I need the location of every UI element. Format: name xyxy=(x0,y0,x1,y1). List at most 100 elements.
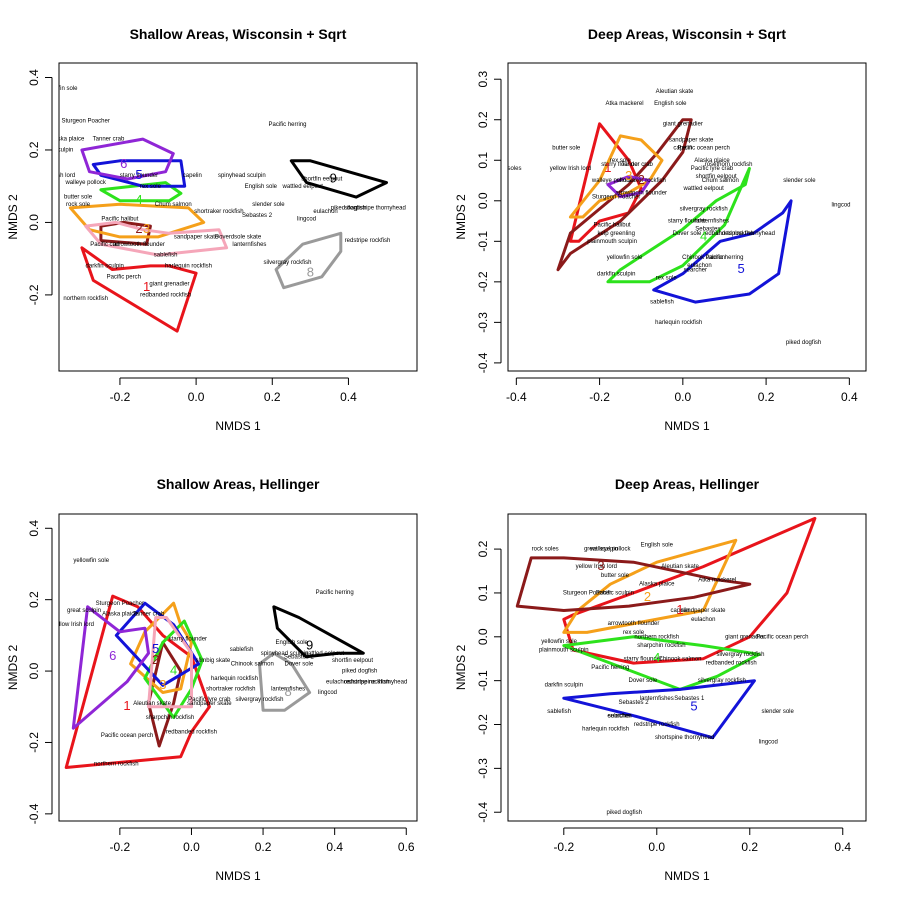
species-label: shortraker rockfish xyxy=(617,178,666,184)
species-label: lanternfishes xyxy=(695,219,729,225)
y-axis-label: NMDS 2 xyxy=(6,194,20,240)
species-label: spinyhead sculpin xyxy=(218,173,266,179)
species-label: Atka mackerel xyxy=(606,101,644,107)
y-tick-label: 0.0 xyxy=(476,628,490,645)
group-label: 2 xyxy=(152,652,159,667)
y-tick-label: 0.0 xyxy=(27,214,41,231)
species-label: searcher xyxy=(684,267,707,273)
species-label: Dover sole xyxy=(285,662,314,668)
species-label: Pacific herring xyxy=(316,590,354,596)
species-label: Pacific herring xyxy=(591,665,629,671)
chart-panel-2: Deep Areas, Wisconsin + Sqrt NMDS 1 NMDS 2… xyxy=(454,26,867,433)
species-label: Alaska plaice xyxy=(639,582,675,588)
species-label: lanternfishes xyxy=(640,696,674,702)
x-tick-label: 0.0 xyxy=(674,390,691,404)
species-label: Pacific ocean perch xyxy=(677,146,729,152)
species-label: shortfin eelpout xyxy=(332,658,373,664)
species-label: searcher xyxy=(608,713,631,719)
species-label: rock soles xyxy=(532,547,559,553)
species-label: redstripe rockfish xyxy=(344,679,390,685)
group-hull-8 xyxy=(274,231,343,290)
group-hull-6 xyxy=(80,137,175,181)
y-axis-label: NMDS 2 xyxy=(454,194,468,240)
group-label: 1 xyxy=(604,160,611,175)
x-tick-label: -0.2 xyxy=(553,840,574,854)
group-hull-2 xyxy=(147,641,183,748)
species-label: redbanded rockfish xyxy=(140,292,191,298)
x-tick-label: 0.0 xyxy=(648,840,665,854)
species-label: capelin xyxy=(671,608,690,614)
species-label: great sculpin xyxy=(584,547,618,553)
species-label: redbanded rockfish xyxy=(166,729,217,735)
species-label: sandpaper skate xyxy=(681,608,726,614)
species-label: giant grenadier xyxy=(149,282,189,288)
species-label: eat sculpin xyxy=(45,148,74,154)
group-hull-extra-8 xyxy=(84,220,229,257)
y-axis-label: NMDS 2 xyxy=(454,645,468,691)
x-tick-label: -0.2 xyxy=(589,390,610,404)
species-label: lingcod xyxy=(759,740,778,746)
chart-panel-4: Deep Areas, Hellinger NMDS 1 NMDS 2 -0.2 0.0… xyxy=(454,476,867,883)
chart-title: Deep Areas, Hellinger xyxy=(615,476,760,492)
species-label: wattled eelpout xyxy=(303,651,345,657)
species-label: English sole xyxy=(654,101,687,107)
species-label: piked dogfish xyxy=(786,340,821,346)
y-tick-label: 0.1 xyxy=(476,584,490,601)
species-label: ow Irish lord xyxy=(43,173,75,179)
x-tick-label: 0.2 xyxy=(255,840,272,854)
species-label: Alaska plaice xyxy=(694,158,730,164)
species-label: yellowfin sole xyxy=(541,639,577,645)
x-axis-label: NMDS 1 xyxy=(215,869,261,883)
species-label: walleye pollock xyxy=(591,178,633,184)
species-label: Alaska plaice xyxy=(49,137,85,143)
group-label: 1 xyxy=(143,279,150,294)
species-label: northern rockfish xyxy=(634,634,679,640)
species-label: lanternfishes xyxy=(271,686,305,692)
species-label: yellow Irish lord xyxy=(576,564,617,570)
species-label: shortspine thornyhead xyxy=(348,679,407,685)
species-label: silvergray rockfish xyxy=(698,678,746,684)
group-hull-extra-8 xyxy=(147,616,193,709)
species-label: sandpaper skate xyxy=(669,138,714,144)
species-label: Sebastes 2 xyxy=(619,700,650,706)
group-hull-3 xyxy=(515,556,752,612)
plot-frame xyxy=(58,62,418,372)
group-hull-3 xyxy=(129,601,193,694)
y-tick-label: -0.1 xyxy=(476,231,490,252)
species-label: Pacific sculpin xyxy=(596,591,634,597)
species-label: butter sole xyxy=(64,195,93,201)
species-label: arrowtooth flounder xyxy=(113,242,165,248)
y-tick-label: -0.3 xyxy=(476,312,490,333)
group-hull-4 xyxy=(606,166,751,284)
species-label: Tanner crab xyxy=(621,162,653,168)
species-label: piked dogfish xyxy=(331,206,366,212)
species-label: plainmouth sculpin xyxy=(587,239,637,245)
species-label: sharpstripe thornyhead xyxy=(344,206,405,212)
x-tick-label: 0.2 xyxy=(264,390,281,404)
group-hull-8 xyxy=(258,651,312,712)
species-label: rex sole xyxy=(610,158,632,164)
group-label: 3 xyxy=(143,221,150,236)
y-tick-label: -0.2 xyxy=(27,732,41,753)
group-label: 8 xyxy=(307,265,314,280)
y-tick-label: 0.4 xyxy=(27,520,41,537)
species-label: harlequin rockfish xyxy=(165,263,212,269)
species-label: sandpaper skate xyxy=(187,701,232,707)
y-axis: -0.4 -0.3 -0.2 -0.1 0.0 0.1 0.2 0.3 xyxy=(476,71,502,373)
x-tick-label: -0.2 xyxy=(110,840,131,854)
species-label: arrowtooth flounder xyxy=(608,621,660,627)
x-tick-label: 0.0 xyxy=(183,840,200,854)
species-label: Sebastes xyxy=(695,227,720,233)
group-hull-4 xyxy=(562,635,761,691)
species-label: Pacific halibut xyxy=(101,216,138,222)
group-label: 2 xyxy=(644,589,651,604)
group-hull-9 xyxy=(272,605,365,659)
species-label: Pacific cod xyxy=(90,242,119,248)
species-label: northern rockfish xyxy=(94,761,139,767)
species-label: spinyhead sculpin xyxy=(261,651,309,657)
group-label: 3 xyxy=(159,677,166,692)
species-label: Dover sole xyxy=(628,678,657,684)
group-label: 3 xyxy=(597,558,604,573)
group-label: 4 xyxy=(653,650,660,665)
